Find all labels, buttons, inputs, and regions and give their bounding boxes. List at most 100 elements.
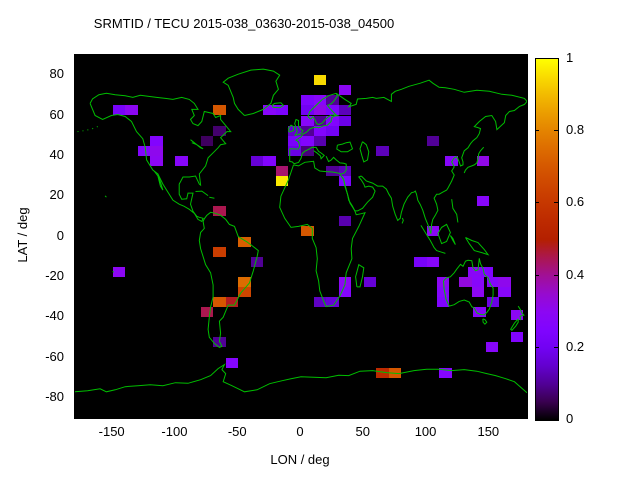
coastline-path xyxy=(463,146,485,174)
x-tick-label: 100 xyxy=(414,424,437,439)
coastline-path xyxy=(294,118,304,137)
heatmap-cell xyxy=(301,115,314,126)
heatmap-cell xyxy=(338,165,352,176)
heatmap-cell xyxy=(388,367,402,378)
heatmap-cell xyxy=(338,85,352,96)
heatmap-cell xyxy=(275,176,289,187)
coastline-path xyxy=(325,155,347,175)
heatmap-cell xyxy=(326,125,339,136)
y-tick-label: -80 xyxy=(45,388,64,404)
colorbar-tick-mark xyxy=(535,58,539,59)
y-tick-label: 80 xyxy=(49,66,64,82)
coastline-path xyxy=(443,258,494,316)
colorbar-tick-mark xyxy=(554,419,558,420)
colorbar-tick-mark xyxy=(554,202,558,204)
heatmap-cell xyxy=(476,196,490,207)
heatmap-cell xyxy=(125,105,138,116)
colorbar-tick-label: 0.8 xyxy=(566,122,585,138)
coastline-path xyxy=(209,196,215,199)
heatmap-cell xyxy=(363,276,377,287)
coastline-path xyxy=(279,160,366,308)
y-tick-label: -40 xyxy=(45,308,64,324)
colorbar-tick-mark xyxy=(535,274,539,276)
heatmap-cell xyxy=(486,297,500,308)
coastline-path xyxy=(287,124,294,133)
heatmap-cell xyxy=(445,155,458,166)
colorbar-tick-mark xyxy=(535,202,539,204)
heatmap-cell xyxy=(213,246,226,257)
coastline-path xyxy=(451,199,459,223)
heatmap-cell xyxy=(213,125,226,136)
heatmap-cell xyxy=(426,256,440,267)
heatmap-cell xyxy=(414,256,427,267)
y-tick-label: 0 xyxy=(56,227,64,243)
colorbar-tick-mark xyxy=(554,130,558,132)
coastline-path xyxy=(335,79,527,108)
coastline-path xyxy=(112,270,115,273)
colorbar-gradient xyxy=(535,58,559,421)
coastline-path xyxy=(449,235,456,245)
heatmap-cell xyxy=(238,276,251,287)
heatmap-cell xyxy=(250,256,264,267)
heatmap-cell xyxy=(213,105,226,116)
heatmap-cell xyxy=(338,286,352,297)
colorbar-tick-mark xyxy=(535,130,539,132)
heatmap-cell xyxy=(426,135,440,146)
heatmap-cell-layer xyxy=(75,55,527,418)
heatmap-cell xyxy=(112,105,126,116)
heatmap-cell xyxy=(263,105,276,116)
heatmap-cell xyxy=(376,367,389,378)
coastline-path xyxy=(195,190,209,197)
heatmap-cell xyxy=(485,342,499,353)
colorbar-tick-mark xyxy=(554,58,558,59)
coastline-path xyxy=(198,211,259,348)
coastline-path xyxy=(465,237,490,256)
heatmap-cell xyxy=(313,297,327,308)
map-plot-area xyxy=(74,54,528,419)
colorbar-tick-label: 1 xyxy=(566,50,574,65)
y-tick-label: -60 xyxy=(45,348,64,364)
heatmap-cell xyxy=(436,297,450,308)
heatmap-cell xyxy=(288,125,301,136)
heatmap-cell xyxy=(301,135,314,146)
heatmap-cell xyxy=(468,266,481,277)
heatmap-cell xyxy=(436,276,450,287)
colorbar-tick-mark xyxy=(535,346,539,348)
heatmap-cell xyxy=(288,135,301,146)
coastline-path xyxy=(104,195,107,198)
colorbar-tick-label: 0.4 xyxy=(566,266,585,282)
heatmap-cell xyxy=(459,276,472,287)
x-tick-label: 0 xyxy=(296,424,304,439)
coastline-path xyxy=(89,92,232,223)
coastline-path xyxy=(77,125,101,133)
heatmap-cell xyxy=(326,297,339,308)
heatmap-cell xyxy=(200,307,214,318)
heatmap-cell xyxy=(426,226,440,237)
heatmap-cell xyxy=(510,310,524,321)
heatmap-cell xyxy=(275,165,289,176)
heatmap-cell xyxy=(313,95,327,106)
colorbar-tick-mark xyxy=(535,419,539,420)
coastline-path xyxy=(289,146,325,165)
coastline-path xyxy=(307,92,338,126)
heatmap-cell xyxy=(275,105,289,116)
heatmap-cell xyxy=(439,367,452,378)
heatmap-cell xyxy=(471,276,485,287)
heatmap-cell xyxy=(225,357,239,368)
heatmap-cell xyxy=(338,105,352,116)
heatmap-cell xyxy=(313,105,327,116)
coastline-path xyxy=(420,225,446,254)
heatmap-cell xyxy=(313,135,327,146)
heatmap-cell xyxy=(301,105,314,116)
heatmap-cell xyxy=(301,226,314,237)
heatmap-cell xyxy=(301,125,314,136)
x-tick-label: -150 xyxy=(98,424,125,439)
heatmap-cell xyxy=(150,155,163,166)
heatmap-cell xyxy=(301,95,314,106)
coastline-path xyxy=(289,115,339,150)
heatmap-cell xyxy=(112,266,126,277)
heatmap-cell xyxy=(510,332,524,343)
heatmap-cell xyxy=(338,176,352,187)
x-tick-label: -100 xyxy=(161,424,188,439)
colorbar-tick-label: 0.6 xyxy=(566,194,585,210)
